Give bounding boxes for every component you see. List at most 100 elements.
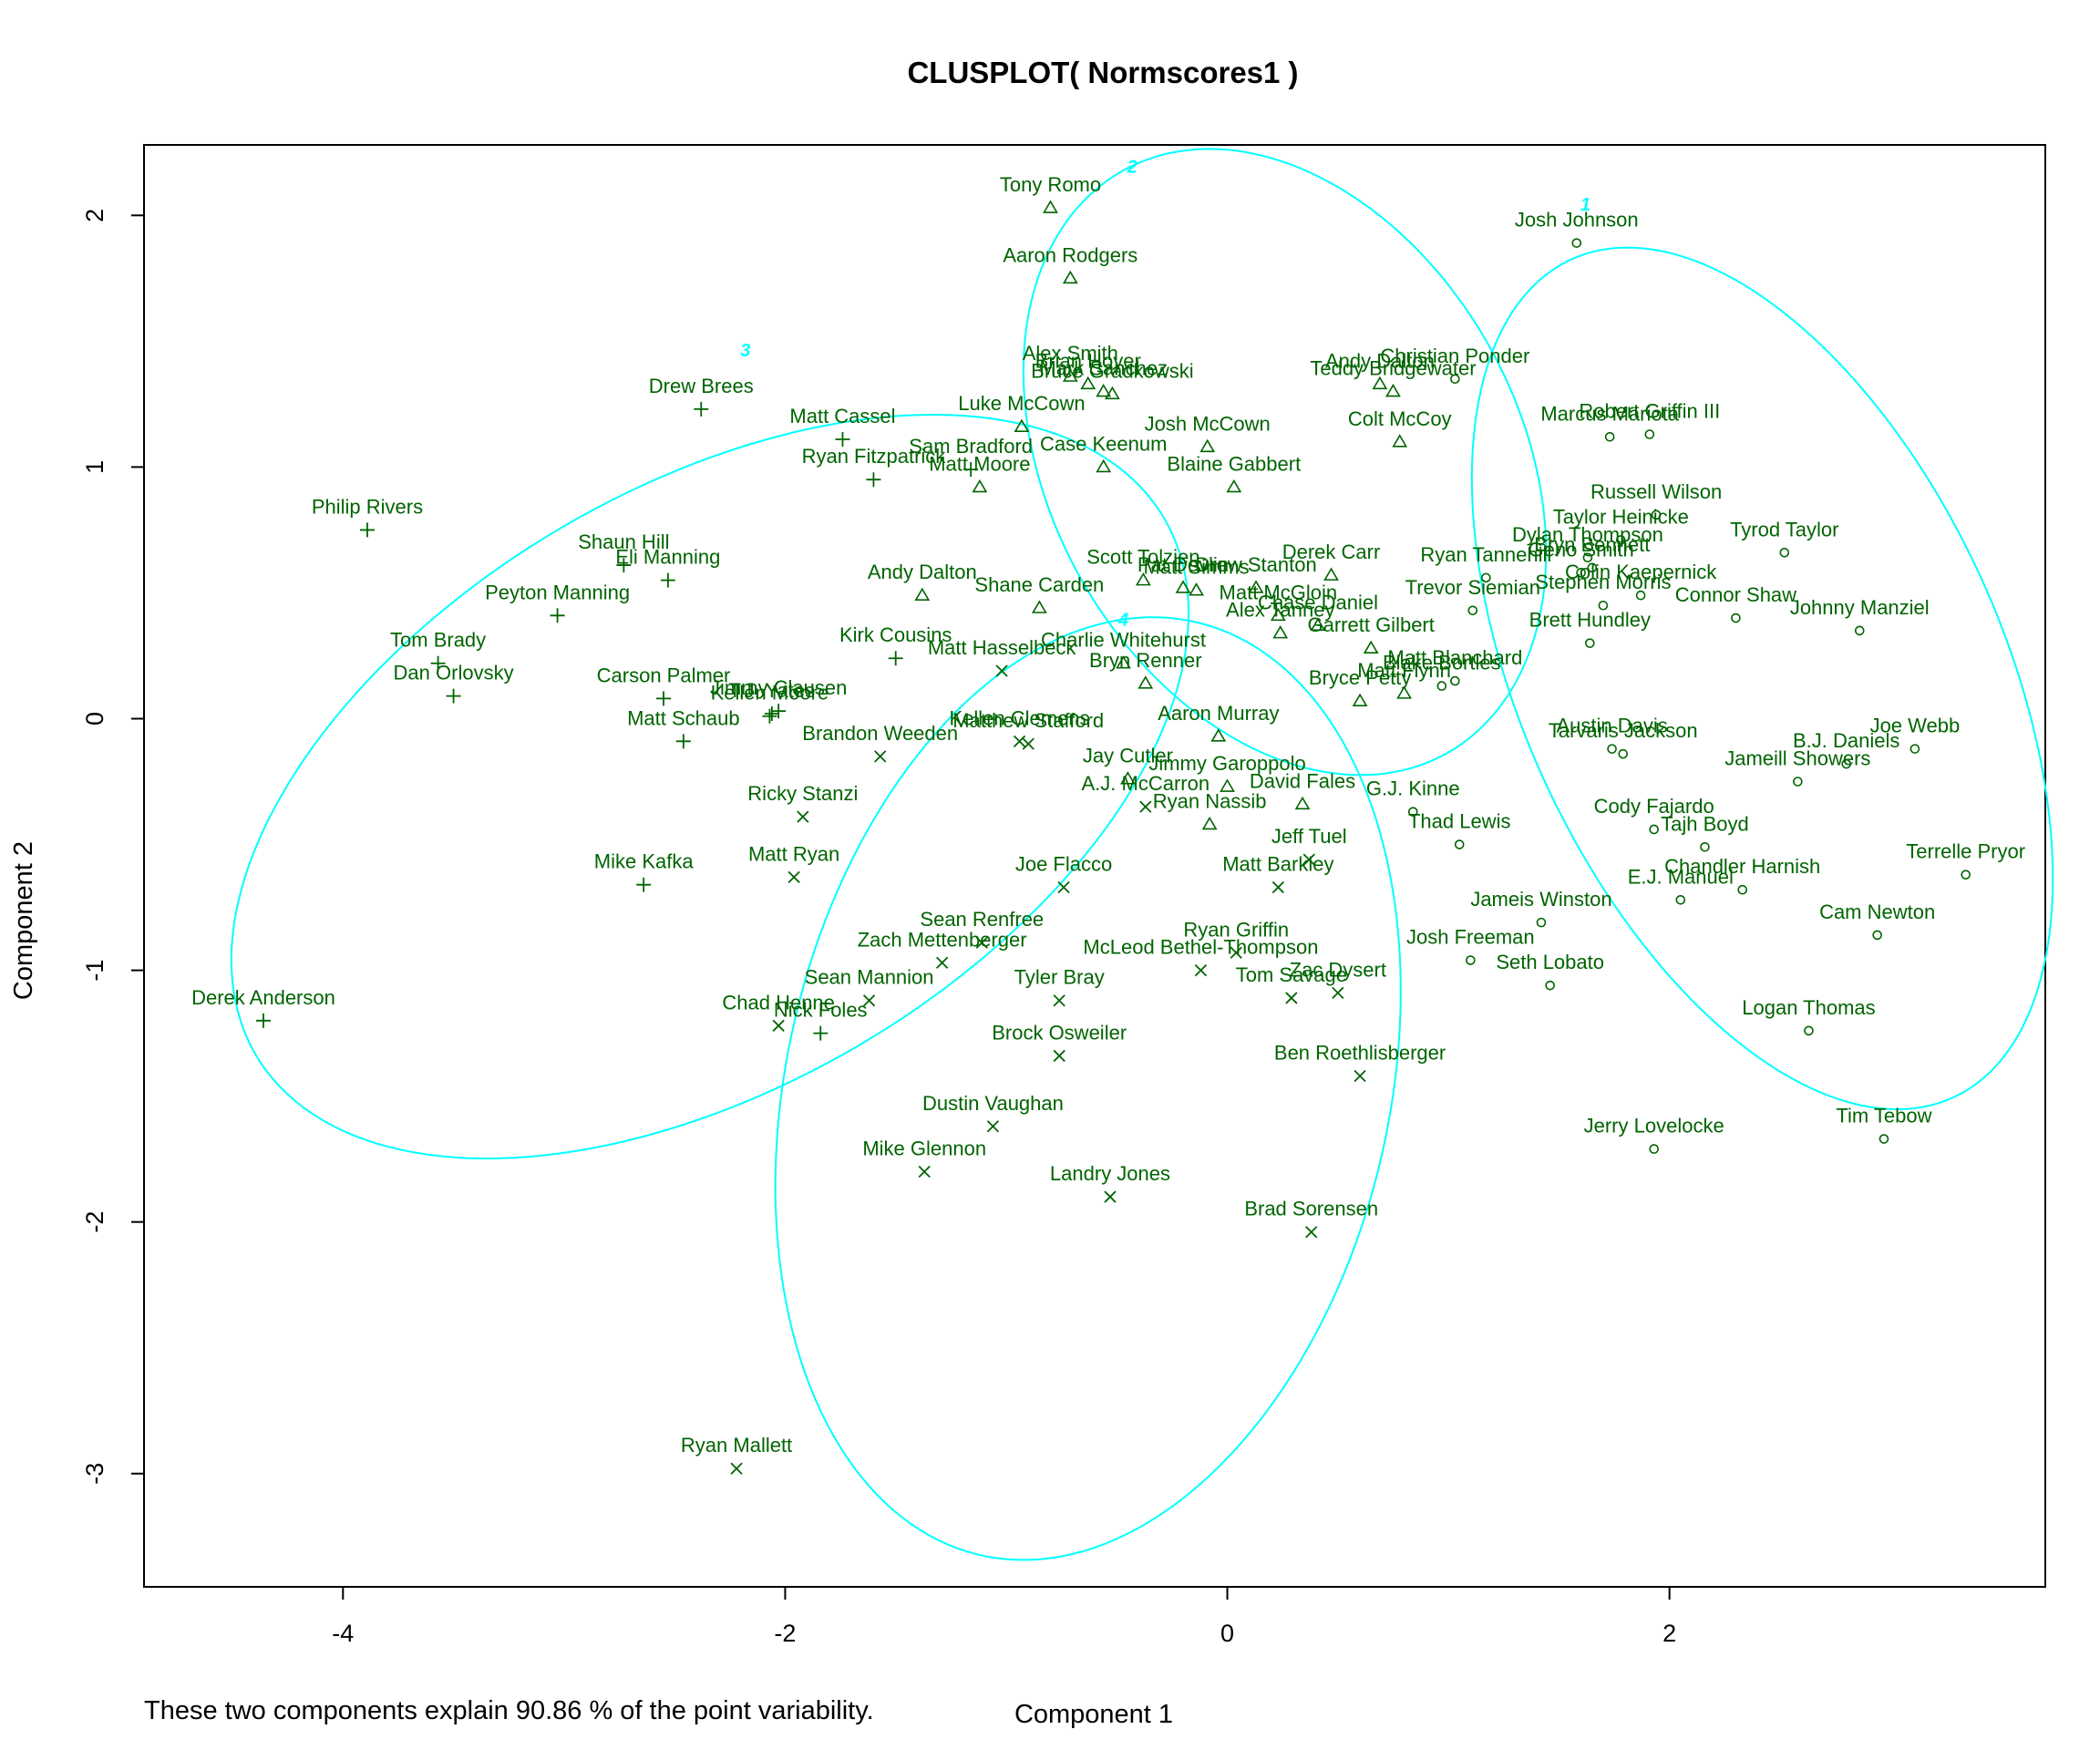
- point-plus-marker: [963, 462, 979, 478]
- point-label: Mark Sanchez: [1039, 357, 1168, 380]
- point-label: Matt Schaub: [627, 706, 740, 729]
- point-plus-marker: [636, 877, 652, 892]
- cluster-number-labels: 1 2 3 4: [740, 157, 1590, 630]
- data-points: [255, 200, 1971, 1475]
- point-label: Andy Dalton: [868, 561, 977, 583]
- point-circle-marker: [1961, 870, 1971, 880]
- point-label: Tajh Boyd: [1661, 812, 1749, 835]
- point-circle-marker: [1879, 1134, 1889, 1144]
- point-label: Trevor Siemian: [1405, 576, 1540, 599]
- point-triangle-marker: [1199, 438, 1216, 453]
- point-label: Seth Lobato: [1496, 951, 1604, 973]
- point-triangle-marker: [1372, 376, 1388, 390]
- point-label: Alex Smith: [1023, 342, 1118, 365]
- point-plus-marker: [694, 401, 709, 417]
- point-plus-marker: [888, 651, 903, 666]
- x-tick-label: 2: [1662, 1620, 1676, 1647]
- point-label: Christian Ponder: [1380, 345, 1529, 367]
- point-label: Zac Dysert: [1290, 958, 1386, 981]
- point-cross-marker: [1053, 994, 1065, 1007]
- point-label: Austin Davis: [1556, 715, 1667, 737]
- point-label: Nick Foles: [774, 999, 868, 1022]
- point-label: Robert Griffin III: [1579, 400, 1720, 423]
- point-triangle-marker: [1201, 816, 1218, 830]
- point-cross-marker: [874, 750, 887, 763]
- point-triangle-marker: [1135, 572, 1151, 586]
- point-cross-marker: [1053, 1049, 1065, 1063]
- point-label: Aaron Murray: [1158, 702, 1279, 725]
- point-cross-marker: [986, 1120, 1000, 1133]
- point-label: Josh Johnson: [1515, 209, 1639, 232]
- chart-title: CLUSPLOT( Normscores1 ): [907, 56, 1298, 89]
- point-label: Matthew Stafford: [952, 709, 1104, 732]
- point-plus-marker: [446, 688, 461, 704]
- point-label: Scott Tolzien: [1086, 546, 1199, 569]
- cluster-3-ellipse: [230, 413, 1190, 1160]
- point-label: Aaron Rodgers: [1003, 243, 1138, 266]
- point-triangle-marker: [1248, 580, 1264, 593]
- x-tick-label: -2: [774, 1620, 796, 1647]
- point-circle-marker: [1450, 374, 1460, 385]
- point-label: Thad Lewis: [1408, 810, 1511, 833]
- point-circle-marker: [1731, 612, 1741, 623]
- point-label: Dan Orlovsky: [394, 662, 514, 685]
- point-circle-marker: [1454, 839, 1465, 849]
- point-label: Sean Mannion: [805, 966, 934, 989]
- point-circle-marker: [1793, 777, 1803, 787]
- point-plus-marker: [359, 522, 375, 538]
- point-label: Garrett Gilbert: [1308, 613, 1435, 636]
- point-label: David Fales: [1250, 769, 1355, 792]
- point-label: Matt Ryan: [748, 842, 839, 865]
- point-cross-marker: [1194, 963, 1208, 977]
- point-plus-marker: [866, 472, 881, 488]
- point-circle-marker: [1466, 955, 1476, 965]
- point-label: Jimmy Clausen: [710, 676, 847, 699]
- point-label: Matt Blanchard: [1387, 646, 1522, 669]
- point-triangle-marker: [1189, 582, 1204, 596]
- point-label: Tom Savage: [1236, 963, 1347, 986]
- point-circle-marker: [1587, 562, 1598, 573]
- point-circle-marker: [1618, 748, 1629, 759]
- point-label: Tony Romo: [1000, 173, 1101, 196]
- point-label: Blake Bortles: [1383, 652, 1501, 674]
- point-triangle-marker: [1175, 580, 1191, 593]
- point-label: Logan Thomas: [1742, 996, 1875, 1019]
- y-tick-label: 0: [81, 712, 108, 726]
- point-label: Charlie Whitehurst: [1041, 629, 1206, 652]
- point-label: Landry Jones: [1050, 1162, 1170, 1185]
- point-circle-marker: [1649, 1144, 1659, 1154]
- point-circle-marker: [1598, 600, 1609, 611]
- point-label: Geno Smith: [1529, 538, 1634, 561]
- point-circle-marker: [1644, 429, 1655, 439]
- point-label: Pat Devlin: [1138, 553, 1229, 576]
- point-triangle-marker: [1105, 386, 1120, 400]
- point-plus-marker: [656, 691, 672, 706]
- point-triangle-marker: [1119, 771, 1136, 785]
- point-circle-marker: [1545, 980, 1555, 991]
- point-triangle-marker: [1080, 376, 1096, 390]
- point-label: Sam Bradford: [909, 435, 1033, 458]
- point-circle-marker: [1607, 744, 1617, 754]
- point-plus-marker: [660, 572, 675, 588]
- point-label: Joe Webb: [1870, 715, 1961, 737]
- point-cross-marker: [1022, 737, 1035, 750]
- point-label: Bryn Bennett: [1534, 533, 1650, 556]
- point-triangle-marker: [914, 587, 931, 602]
- point-label: Drew Brees: [649, 375, 754, 397]
- point-label: McLeod Bethel-Thompson: [1083, 936, 1318, 959]
- point-circle-marker: [1841, 758, 1851, 769]
- point-label: Matt Flynn: [1357, 659, 1451, 682]
- point-label: Connor Shaw: [1675, 583, 1796, 606]
- point-triangle-marker: [1226, 479, 1242, 493]
- point-label: Chase Daniel: [1258, 591, 1378, 613]
- point-label: Brock Osweiler: [992, 1021, 1127, 1044]
- point-label: Josh McCown: [1145, 412, 1271, 435]
- point-label: Brian Hoyer: [1035, 349, 1141, 372]
- point-label: Joe Flacco: [1015, 852, 1112, 875]
- point-cross-marker: [1305, 1226, 1318, 1239]
- cluster-1-number: 1: [1580, 195, 1590, 215]
- point-triangle-marker: [1352, 693, 1368, 706]
- point-label: Zach Mettenberger: [858, 928, 1027, 951]
- point-cross-marker: [862, 994, 876, 1007]
